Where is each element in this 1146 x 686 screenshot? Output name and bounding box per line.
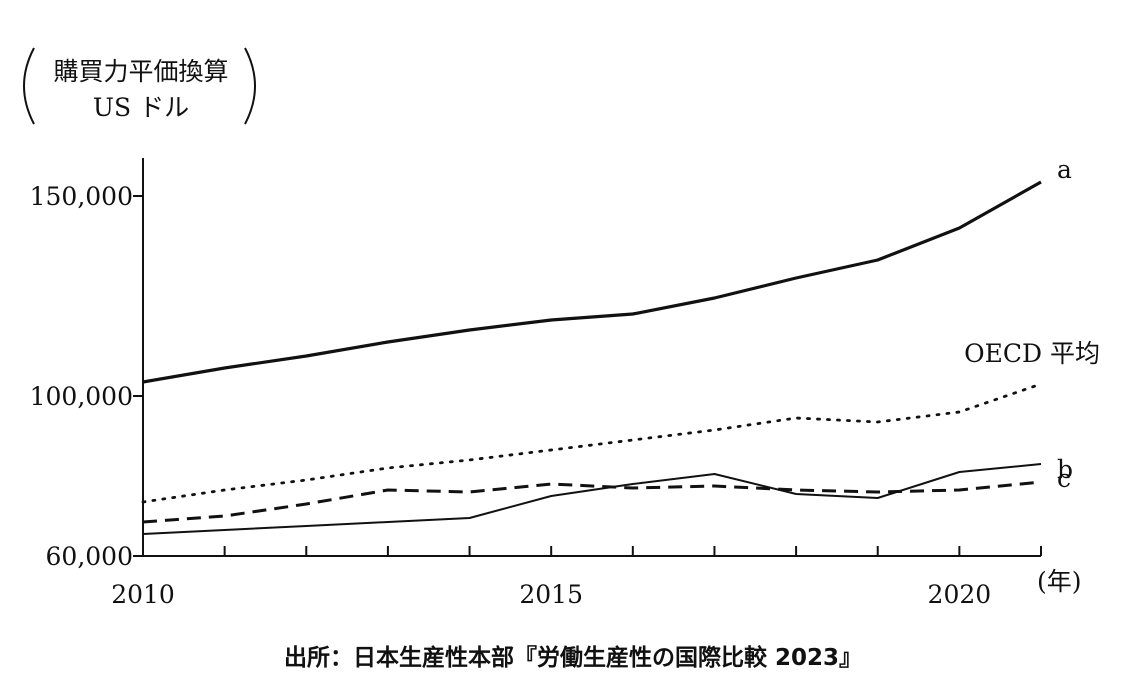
- y-axis-title-left-paren: [23, 47, 35, 125]
- source-note: 出所：日本生産性本部『労働生産性の国際比較 2023』: [284, 644, 862, 671]
- series-line-3: [142, 480, 1042, 524]
- series-line-2: [142, 463, 1042, 535]
- y-axis-title-line-2: US ドル: [93, 93, 189, 122]
- x-tick-label-2: 2020: [928, 580, 992, 609]
- x-tick-label-0: 2010: [111, 580, 175, 609]
- series-label-0: a: [1057, 155, 1072, 184]
- y-tick-label-2: 150,000: [30, 182, 133, 211]
- y-tick-label-0: 60,000: [46, 542, 133, 571]
- y-axis-title-right-paren: [244, 47, 256, 125]
- x-ticks: 2010 2015 2020: [111, 546, 1042, 609]
- series-line-0: [142, 180, 1042, 384]
- series-label-2: b: [1057, 455, 1073, 484]
- y-axis-title-line-1: 購買力平価換算: [53, 57, 228, 86]
- y-ticks: 60,000 100,000 150,000: [30, 182, 143, 571]
- y-axis-title: 購買力平価換算 US ドル: [23, 47, 256, 125]
- x-axis-unit: (年): [1037, 567, 1082, 596]
- series-line-1: [141, 382, 1043, 504]
- x-tick-label-1: 2015: [519, 580, 583, 609]
- series-label-1: OECD 平均: [964, 339, 1100, 368]
- y-tick-label-1: 100,000: [30, 382, 133, 411]
- series-labels: a OECD 平均 bc: [964, 155, 1100, 493]
- series-lines: [141, 180, 1043, 535]
- series-label-3: c: [1057, 464, 1071, 493]
